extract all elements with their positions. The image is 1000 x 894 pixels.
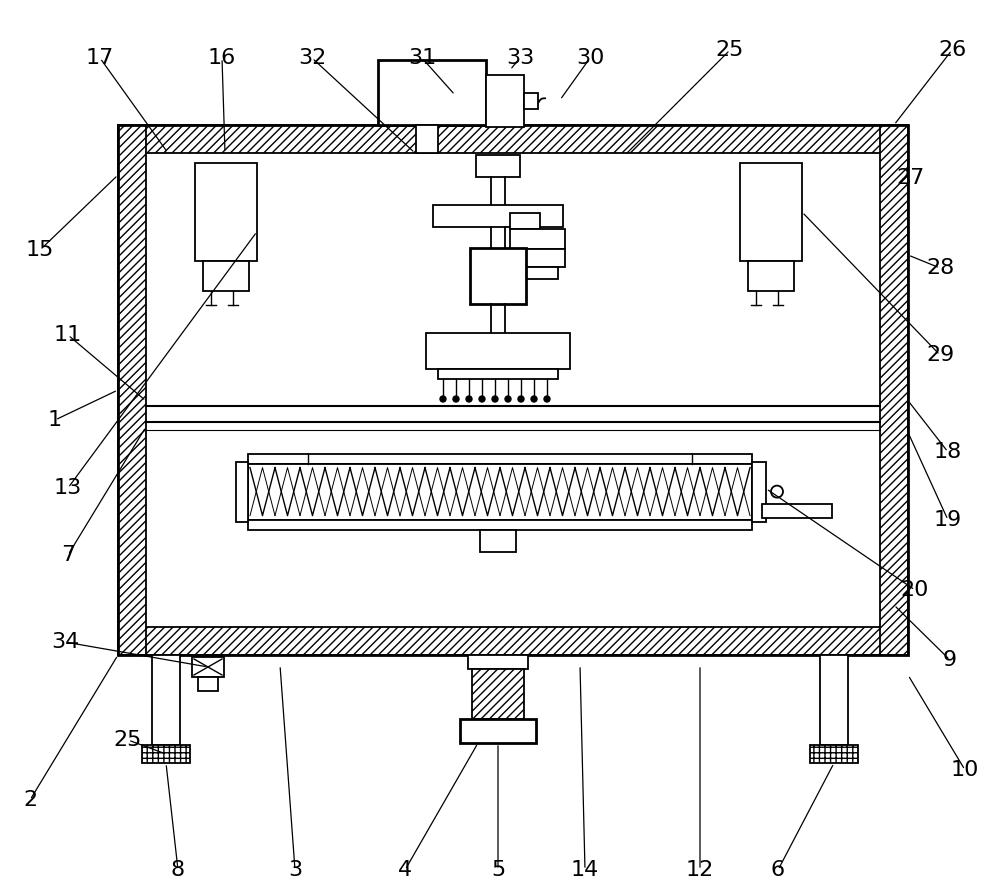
Bar [516,267,558,279]
Text: 31: 31 [408,48,436,68]
Text: 16: 16 [208,48,236,68]
Bar [740,163,802,261]
Bar [118,125,146,655]
Bar [468,655,528,669]
Circle shape [518,396,524,402]
Text: 19: 19 [934,510,962,530]
Bar [510,229,565,249]
Bar [524,93,538,109]
Bar [118,627,908,655]
Text: 17: 17 [86,48,114,68]
Text: 33: 33 [506,48,534,68]
Bar [762,503,832,518]
Text: 6: 6 [771,860,785,880]
Bar [236,461,248,521]
Text: 25: 25 [716,40,744,60]
Bar [426,333,570,369]
Text: 18: 18 [934,442,962,462]
Bar [810,745,858,763]
Bar [198,677,218,691]
Circle shape [505,396,511,402]
Text: 27: 27 [896,168,924,188]
Bar [142,745,190,763]
Text: 10: 10 [951,760,979,780]
Bar [192,657,224,677]
Circle shape [440,396,446,402]
Bar [195,163,257,261]
Bar [470,248,526,304]
Bar [118,125,908,655]
Bar [510,213,540,229]
Bar [486,75,524,127]
Text: 7: 7 [61,545,75,565]
Bar [248,519,752,529]
Text: 2: 2 [23,790,37,810]
Text: 4: 4 [398,860,412,880]
Bar [378,60,486,125]
Text: 8: 8 [171,860,185,880]
Text: 30: 30 [576,48,604,68]
Text: 29: 29 [926,345,954,365]
Bar [820,655,848,745]
Text: 3: 3 [288,860,302,880]
Bar [203,261,249,291]
Text: 20: 20 [901,580,929,600]
Bar [438,369,558,379]
Text: 32: 32 [298,48,326,68]
Bar [510,249,565,267]
Bar [880,125,908,655]
Text: 13: 13 [54,478,82,498]
Bar [416,125,438,153]
Text: 9: 9 [943,650,957,670]
Text: 26: 26 [938,40,966,60]
Text: 34: 34 [51,632,79,652]
Text: 25: 25 [114,730,142,750]
Bar [752,461,766,521]
Bar [460,719,536,743]
Bar [748,261,794,291]
Bar [248,464,752,519]
Circle shape [466,396,472,402]
Text: 5: 5 [491,860,505,880]
Text: 11: 11 [54,325,82,345]
Bar [480,529,516,552]
Bar [433,205,563,227]
Circle shape [479,396,485,402]
Circle shape [492,396,498,402]
Circle shape [453,396,459,402]
Text: 28: 28 [926,258,954,278]
Bar [476,155,520,177]
Text: 15: 15 [26,240,54,260]
Text: 14: 14 [571,860,599,880]
Text: 1: 1 [48,410,62,430]
Circle shape [544,396,550,402]
Bar [152,655,180,745]
Bar [248,453,752,464]
Circle shape [531,396,537,402]
Bar [472,669,524,719]
Text: 12: 12 [686,860,714,880]
Bar [250,466,750,518]
Bar [118,125,908,153]
